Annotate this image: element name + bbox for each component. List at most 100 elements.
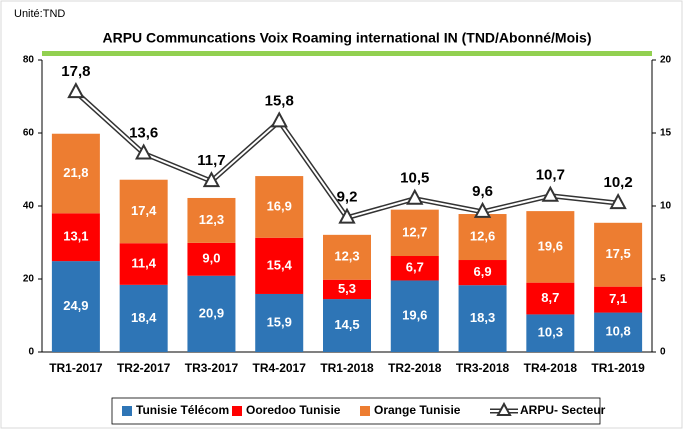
line-label: 9,2 xyxy=(337,189,358,206)
bar-label: 12,3 xyxy=(199,212,224,227)
bar-label: 19,6 xyxy=(538,238,563,253)
legend-box xyxy=(111,397,601,425)
unit-label: Unité:TND xyxy=(14,8,65,20)
bar-segment xyxy=(458,214,507,261)
bar-segment xyxy=(119,243,168,285)
x-tick-label: TR2-2017 xyxy=(117,361,171,375)
bar-label: 18,4 xyxy=(131,310,157,325)
line-marker xyxy=(338,207,356,224)
legend-swatch xyxy=(122,406,132,416)
bar-label: 6,9 xyxy=(474,264,492,279)
y-tick-label: 20 xyxy=(23,274,35,285)
legend-label: Orange Tunisie xyxy=(374,403,461,417)
x-tick-label: TR1-2018 xyxy=(320,361,374,375)
bar-label: 7,1 xyxy=(609,291,627,306)
bar-segment xyxy=(187,242,236,276)
bar-label: 21,8 xyxy=(63,165,88,180)
bar-label: 5,3 xyxy=(338,281,356,296)
x-tick-label: TR3-2017 xyxy=(185,361,239,375)
bar-segment xyxy=(594,286,643,313)
bar-segment xyxy=(51,261,100,352)
line-marker xyxy=(202,171,221,188)
x-tick-label: TR4-2017 xyxy=(253,361,307,375)
y-tick-label: 40 xyxy=(23,201,35,212)
y2-tick-label: 0 xyxy=(660,347,666,358)
bar-label: 6,7 xyxy=(406,260,424,275)
y2-tick-label: 20 xyxy=(660,55,672,66)
bar-segment xyxy=(594,222,643,287)
line-label: 17,8 xyxy=(61,63,90,80)
bar-label: 18,3 xyxy=(470,310,495,325)
line-marker xyxy=(67,82,85,99)
bar-label: 11,4 xyxy=(131,255,156,270)
bar-label: 19,6 xyxy=(402,308,427,323)
legend-marker xyxy=(496,401,512,416)
bar-label: 10,8 xyxy=(605,324,630,339)
bar-segment xyxy=(323,299,371,352)
line-marker xyxy=(473,201,492,218)
y-tick-label: 60 xyxy=(23,128,35,139)
y2-tick-label: 5 xyxy=(660,274,666,285)
x-tick-label: TR2-2018 xyxy=(388,361,442,375)
bar-segment xyxy=(526,211,575,283)
bar-label: 17,4 xyxy=(131,203,157,218)
bar-label: 12,7 xyxy=(402,224,427,239)
bar-label: 12,3 xyxy=(334,249,359,264)
bar-segment xyxy=(119,284,168,352)
bar-segment xyxy=(458,285,507,352)
bar-label: 8,7 xyxy=(541,290,559,305)
bar-segment xyxy=(187,275,236,352)
title-band xyxy=(42,51,652,56)
y2-tick-label: 10 xyxy=(660,201,672,212)
bar-label: 20,9 xyxy=(199,305,224,320)
legend-label: ARPU- Secteur xyxy=(520,403,606,417)
bar-segment xyxy=(526,282,575,315)
y-tick-label: 80 xyxy=(23,55,35,66)
bar-label: 16,9 xyxy=(267,198,292,213)
x-tick-label: TR3-2018 xyxy=(456,361,510,375)
bar-label: 12,6 xyxy=(470,228,495,243)
chart-title: ARPU Communcations Voix Roaming internat… xyxy=(103,30,592,46)
legend-swatch xyxy=(360,406,370,416)
line-label: 10,2 xyxy=(604,174,633,191)
x-tick-label: TR1-2017 xyxy=(49,361,103,375)
bar-segment xyxy=(187,197,236,243)
y2-tick-label: 15 xyxy=(660,128,672,139)
bar-label: 24,9 xyxy=(63,298,88,313)
bar-segment xyxy=(526,314,575,352)
line-marker xyxy=(609,192,627,210)
bar-segment xyxy=(255,293,304,352)
legend-label: Ooredoo Tunisie xyxy=(246,403,341,417)
bar-segment xyxy=(390,256,439,281)
y-tick-label: 0 xyxy=(28,347,34,358)
bar-segment xyxy=(51,133,100,214)
line-marker xyxy=(134,143,153,160)
line-label: 10,7 xyxy=(536,167,565,184)
legend-label: Tunisie Télécom xyxy=(136,403,229,417)
bar-segment xyxy=(458,260,507,286)
line-label: 15,8 xyxy=(265,92,294,109)
line-label: 10,5 xyxy=(400,170,429,187)
bar-segment xyxy=(594,312,643,352)
bar-label: 17,5 xyxy=(605,246,630,261)
bar-segment xyxy=(255,176,304,238)
line-label: 9,6 xyxy=(472,183,493,200)
line-marker xyxy=(541,185,560,202)
line-marker xyxy=(406,188,424,205)
x-tick-label: TR4-2018 xyxy=(524,361,578,375)
bar-segment xyxy=(390,280,439,352)
legend-swatch xyxy=(232,406,242,416)
bar-segment xyxy=(119,179,168,244)
bar-label: 13,1 xyxy=(63,229,88,244)
line-label: 13,6 xyxy=(129,124,158,141)
bar-label: 15,9 xyxy=(267,314,292,329)
line-label: 11,7 xyxy=(197,152,225,169)
bar-label: 9,0 xyxy=(202,251,220,266)
bar-segment xyxy=(323,234,371,280)
bar-segment xyxy=(323,279,371,300)
bar-label: 14,5 xyxy=(334,317,359,332)
bar-segment xyxy=(51,213,100,262)
bar-segment xyxy=(390,209,439,257)
x-tick-label: TR1-2019 xyxy=(591,361,645,375)
